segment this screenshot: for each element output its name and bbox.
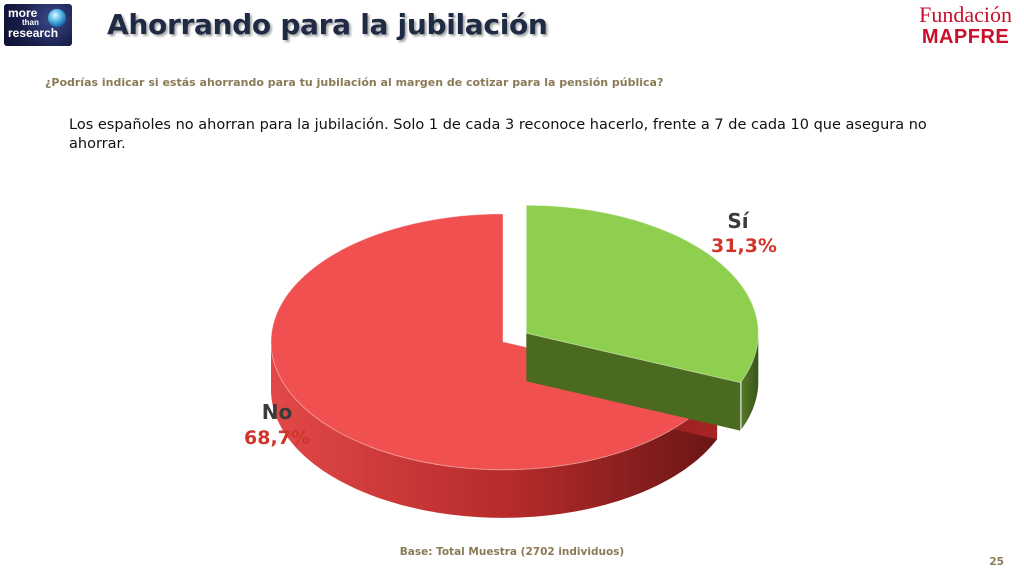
logo-text: more than research [8,7,58,39]
page-number: 25 [989,556,1004,568]
slice-si-cut-1 [526,333,741,431]
logo-line-1: more [8,6,38,20]
slice-no-top [270,213,718,471]
summary-text: Los españoles no ahorran para la jubilac… [69,117,927,152]
survey-question: ¿Podrías indicar si estás ahorrando para… [45,76,664,89]
fundacion-mapfre-logo: Fundación MAPFRE [919,2,1012,49]
page-title: Ahorrando para la jubilación [107,8,548,41]
brand-bottom: MAPFRE [921,26,1010,48]
slice-si-top [525,204,759,384]
sample-base-note: Base: Total Muestra (2702 individuos) [399,546,625,558]
logo-orb-icon [48,9,66,27]
slice-si-side-0 [741,333,759,430]
brand-top: Fundación [919,2,1012,27]
logo-line-2: than [22,18,39,27]
slice-value-no: 68,7% [244,427,310,449]
slice-label-no: No [262,400,292,424]
slice-value-si: 31,3% [711,235,777,257]
slice-no-side-0 [271,342,718,518]
logo-line-3: research [8,26,59,40]
slice-label-si: Sí [727,209,749,233]
more-than-research-logo: more than research [4,4,72,46]
